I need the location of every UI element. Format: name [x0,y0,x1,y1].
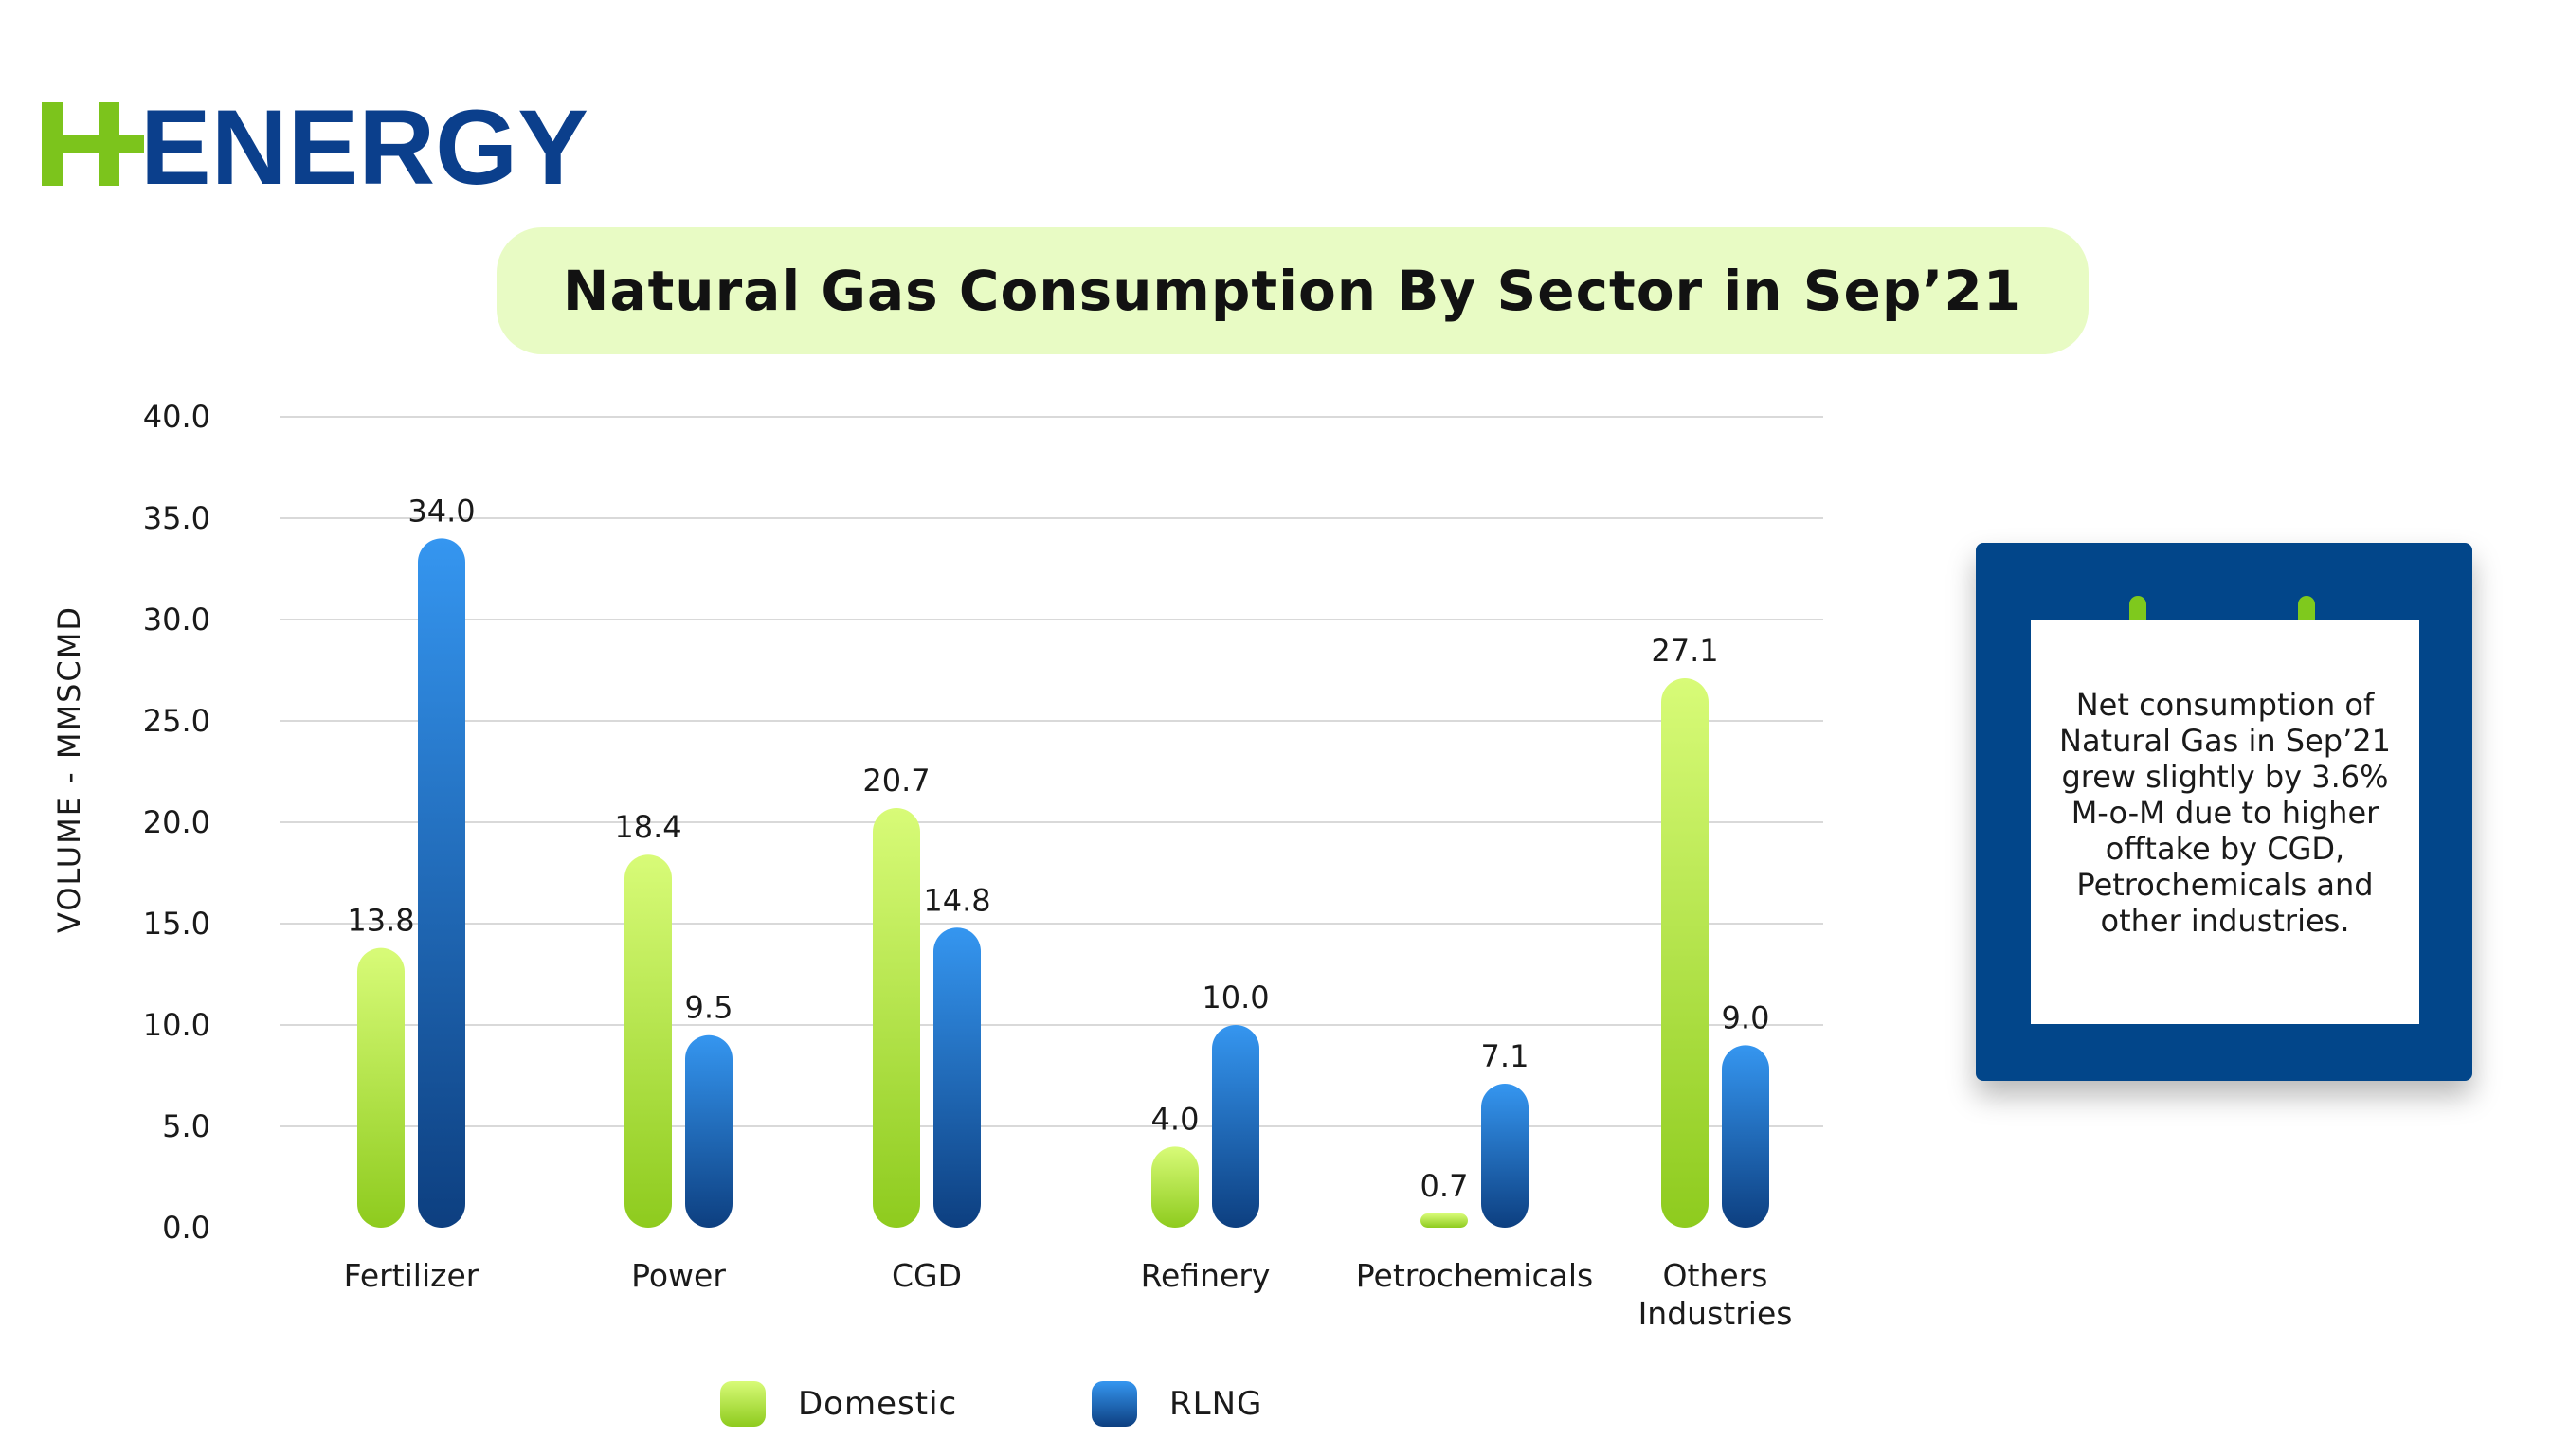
data-label-rlng: 10.0 [1202,980,1269,1016]
legend-item-rlng: RLNG [1092,1378,1262,1429]
y-tick-label: 35.0 [143,500,210,536]
data-label-domestic: 0.7 [1420,1168,1469,1204]
bar-domestic [1151,1146,1199,1228]
data-label-domestic: 13.8 [347,903,414,939]
category-label: Refinery [1141,1257,1271,1294]
y-axis-ticks: 0.0 5.0 10.0 15.0 20.0 25.0 30.0 35.0 40.0 [143,399,210,1246]
y-tick-label: 0.0 [162,1210,210,1246]
logo-wordmark: ENERGY [140,91,588,195]
bar-domestic [1661,678,1709,1228]
gridlines [280,416,1823,1127]
y-tick-label: 25.0 [143,703,210,739]
data-label-domestic: 27.1 [1651,633,1718,669]
legend-swatch-domestic [720,1381,766,1427]
category-label: CGD [892,1257,962,1294]
category-label: Petrochemicals [1356,1257,1593,1294]
bar-domestic [357,947,405,1228]
note-card: Net consumption of Natural Gas in Sep’21… [1976,543,2472,1081]
bar-domestic [873,808,920,1228]
data-label-rlng: 9.0 [1722,999,1770,1035]
chart-title: Natural Gas Consumption By Sector in Sep… [562,259,2023,323]
note-paper: Net consumption of Natural Gas in Sep’21… [2031,620,2419,1024]
legend-label-rlng: RLNG [1169,1385,1263,1423]
bar-rlng [933,927,981,1228]
data-label-rlng: 9.5 [685,990,733,1026]
bar-rlng [685,1034,733,1228]
bar-rlng [1722,1045,1769,1228]
category-labels: Fertilizer Power CGD Refinery Petrochemicals… [344,1257,1793,1332]
data-label-rlng: 7.1 [1481,1038,1529,1074]
chart-title-banner: Natural Gas Consumption By Sector in Sep… [497,227,2089,354]
data-label-domestic: 18.4 [614,809,681,845]
y-axis-label: VOLUME - MMSCMD [51,605,87,933]
y-tick-label: 40.0 [143,399,210,435]
y-tick-label: 20.0 [143,804,210,840]
bar-rlng [1481,1084,1529,1228]
bar-rlng [1212,1025,1259,1228]
legend-swatch-rlng [1092,1381,1137,1427]
y-tick-label: 15.0 [143,906,210,942]
y-tick-label: 5.0 [162,1108,210,1144]
bar-domestic [1420,1213,1468,1228]
legend: Domestic RLNG [720,1378,1384,1435]
data-label-domestic: 4.0 [1151,1101,1200,1137]
category-label: Fertilizer [344,1257,479,1294]
bars [357,538,1769,1228]
logo-h-mark [42,102,144,186]
category-label: Power [631,1257,726,1294]
bar-domestic [624,854,672,1228]
h-energy-logo: ENERGY [42,91,588,195]
bar-rlng [418,538,465,1228]
data-label-rlng: 34.0 [407,493,475,529]
legend-label-domestic: Domestic [798,1385,958,1423]
y-tick-label: 30.0 [143,602,210,638]
category-label: Others Industries [1638,1257,1793,1332]
y-tick-label: 10.0 [143,1007,210,1043]
legend-item-domestic: Domestic [720,1378,957,1429]
data-label-rlng: 14.8 [923,882,990,918]
data-labels: 13.8 34.0 18.4 9.5 20.7 14.8 4.0 10.0 0.7 7.1 27.1… [347,493,1769,1204]
data-label-domestic: 20.7 [862,763,930,799]
note-text: Net consumption of Natural Gas in Sep’21… [2059,687,2391,939]
